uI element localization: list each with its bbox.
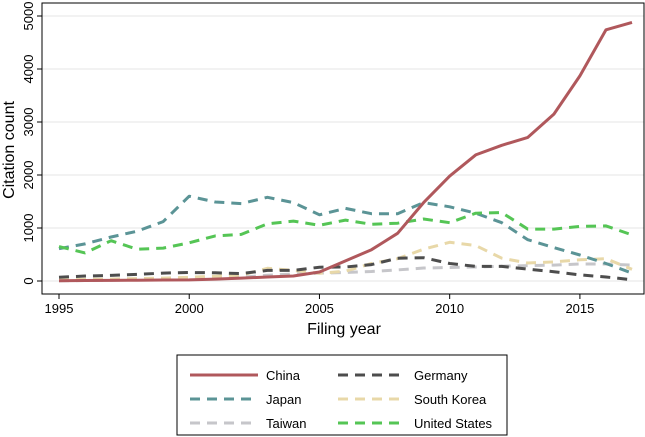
y-axis-ticks: 0 1000 2000 3000 4000 5000 [21,2,42,285]
legend-label: South Korea [414,392,487,407]
legend-label: Japan [266,392,301,407]
legend-label: China [266,368,301,383]
y-tick-label: 3000 [21,108,36,137]
legend-label: Taiwan [266,416,306,431]
legend-label: Germany [414,368,468,383]
y-tick-label: 2000 [21,161,36,190]
y-tick-label: 5000 [21,2,36,31]
plot-area-frame [41,2,645,295]
x-axis-label: Filing year [307,321,381,338]
legend: China Germany Japan South Korea Taiwan United… [176,354,508,436]
x-tick-label: 1995 [45,301,74,316]
series-line-china [58,20,633,283]
series-line-taiwan [58,262,633,283]
y-axis-label: Citation count [1,101,18,199]
x-tick-label: 2005 [305,301,334,316]
series-line-germany [58,256,633,282]
series-lines [58,20,633,283]
y-tick-label: 4000 [21,55,36,84]
y-tick-label: 0 [21,277,36,284]
x-tick-label: 2010 [435,301,464,316]
x-axis-ticks: 1995 2000 2005 2010 2015 [45,294,594,316]
series-line-united-states [58,211,633,255]
y-tick-label: 1000 [21,214,36,243]
x-tick-label: 2000 [175,301,204,316]
x-tick-label: 2015 [565,301,594,316]
legend-label: United States [414,416,493,431]
gridlines [42,15,644,282]
